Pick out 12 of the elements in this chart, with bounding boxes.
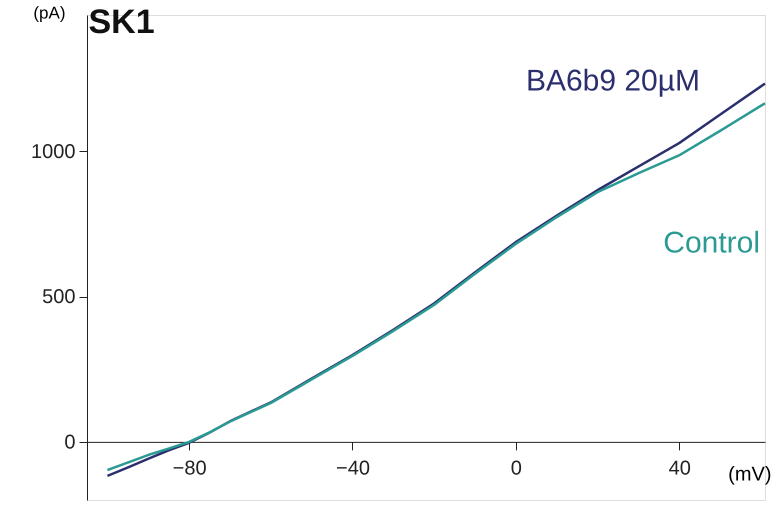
y-axis-title: (pA) xyxy=(33,4,66,22)
x-tick-label: 40 xyxy=(668,457,691,480)
x-tick-label: 0 xyxy=(510,457,522,480)
x-tick-label: −40 xyxy=(336,457,370,480)
y-tick-label: 0 xyxy=(64,431,76,454)
x-axis-title: (mV) xyxy=(728,463,772,486)
chart-title: SK1 xyxy=(88,3,155,41)
y-tick-label: 500 xyxy=(42,286,76,308)
y-tick-label: 1000 xyxy=(31,140,76,163)
series-label: Control xyxy=(663,226,760,260)
x-tick-label: −80 xyxy=(172,457,207,480)
series-label: BA6b9 20µM xyxy=(526,64,700,98)
